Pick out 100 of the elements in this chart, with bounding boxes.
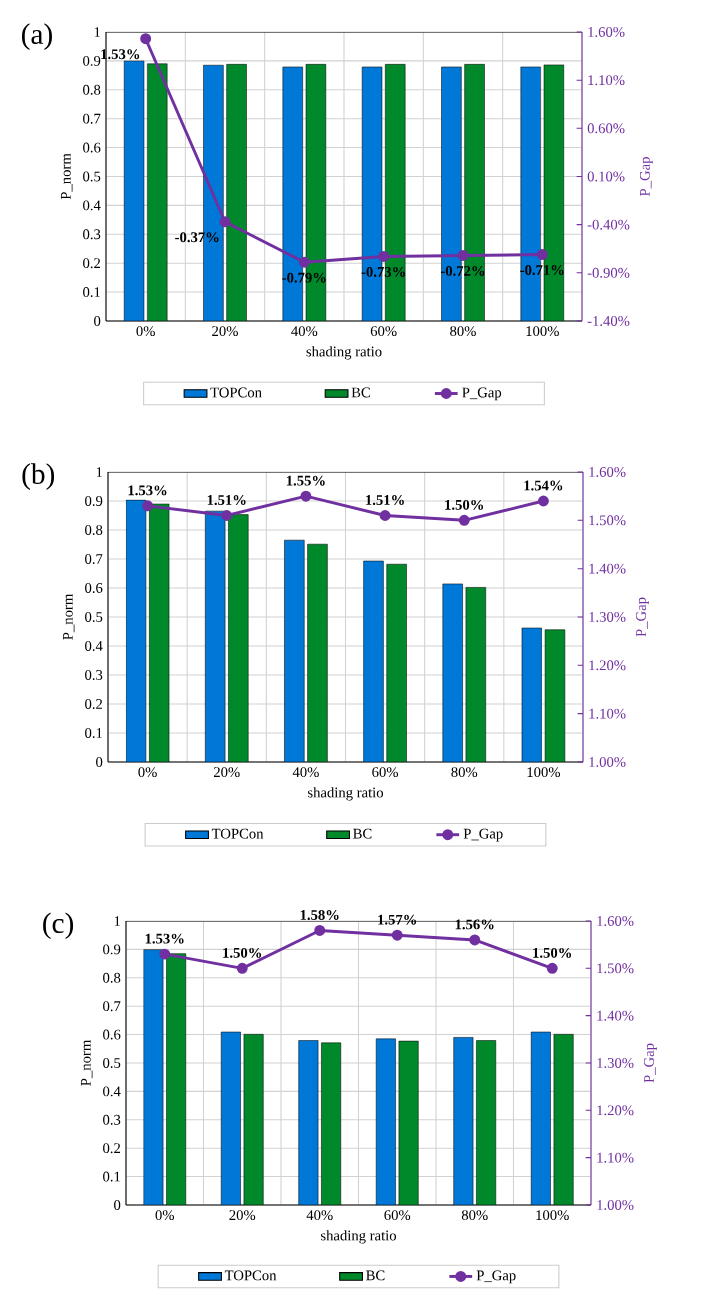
y-tick-label: 0 <box>94 316 101 326</box>
point <box>140 33 152 45</box>
chart-title: (c) <box>43 912 74 940</box>
data-label: -0.79% <box>282 272 326 283</box>
y-tick-label: 0.3 <box>83 229 101 240</box>
y-tick-label: 0.2 <box>85 699 103 709</box>
y2-axis-title: P_Gap <box>636 597 649 637</box>
y2-axis-title: P_Gap <box>639 157 653 197</box>
data-label: 1.58% <box>300 910 339 920</box>
y2-tick-label: 1.00% <box>597 1200 634 1210</box>
chart-title: (a) <box>21 23 52 50</box>
y-tick-label: 0 <box>96 757 103 767</box>
y-tick-label: 0.7 <box>83 113 101 124</box>
x-axis-title: shading ratio <box>308 787 384 801</box>
y-tick-label: 0.1 <box>83 287 100 298</box>
y-tick-label: 0 <box>114 1200 121 1210</box>
y2-tick-label: 1.50% <box>589 515 626 526</box>
point <box>298 256 310 268</box>
y-tick-label: 0.7 <box>85 554 103 564</box>
x-tick-label: 60% <box>372 767 399 778</box>
point <box>219 216 231 228</box>
y-tick-label: 0.9 <box>103 944 121 955</box>
y2-tick-label: 1.00% <box>589 757 626 767</box>
y-tick-label: 0.8 <box>103 972 121 983</box>
data-label: -0.71% <box>520 265 564 275</box>
y-tick-label: 0.3 <box>103 1114 121 1125</box>
point <box>546 962 558 974</box>
point <box>300 490 312 502</box>
data-label: -0.72% <box>440 265 485 276</box>
point <box>378 250 390 262</box>
y-tick-label: 0.8 <box>83 84 101 95</box>
x-tick-label: 40% <box>291 326 318 337</box>
y-tick-label: 0.1 <box>103 1171 120 1182</box>
y2-tick-label: 1.10% <box>597 1152 634 1163</box>
y-tick-label: 1 <box>96 467 102 477</box>
x-tick-label: 0% <box>138 767 157 778</box>
point <box>391 929 403 941</box>
point <box>469 934 481 946</box>
data-label: 1.56% <box>455 919 494 930</box>
y-tick-label: 0.6 <box>85 583 103 593</box>
y2-tick-label: 0.60% <box>587 123 625 134</box>
point <box>379 510 391 521</box>
point <box>314 924 326 936</box>
x-tick-label: 80% <box>451 767 478 778</box>
y-tick-label: 0.4 <box>85 641 103 651</box>
data-label: -0.73% <box>361 266 405 277</box>
y-tick-label: 1 <box>94 27 100 37</box>
y-tick-label: 0.7 <box>103 1001 121 1012</box>
x-tick-label: 80% <box>450 326 476 337</box>
y-tick-label: 0.5 <box>85 612 103 622</box>
legend-label: BC <box>351 387 370 398</box>
data-label: 1.50% <box>533 947 572 958</box>
y2-tick-label: 1.60% <box>588 27 625 37</box>
point <box>537 495 549 507</box>
x-tick-label: 40% <box>306 1210 333 1221</box>
legend-label: BC <box>353 828 372 839</box>
y-axis-title: P_norm <box>60 153 73 200</box>
y-axis-title: P_norm <box>62 594 75 640</box>
data-label: 1.55% <box>286 475 325 486</box>
y-tick-label: 0.3 <box>85 670 103 680</box>
y2-tick-label: -0.90% <box>587 267 630 278</box>
x-tick-label: 100% <box>526 326 559 337</box>
legend-label: TOPCon <box>224 1270 277 1281</box>
data-label: 1.50% <box>223 947 262 958</box>
y-tick-label: 0.9 <box>85 496 103 506</box>
x-axis-title: shading ratio <box>306 346 382 360</box>
x-tick-label: 20% <box>212 326 238 337</box>
legend-label: TOPCon <box>210 387 262 398</box>
x-tick-label: 0% <box>136 326 155 337</box>
y2-axis-title: P_Gap <box>644 1043 657 1083</box>
x-tick-label: 60% <box>370 326 397 337</box>
chart-title: (b) <box>22 463 55 490</box>
y2-tick-label: 1.60% <box>589 467 626 477</box>
y2-tick-label: 1.40% <box>589 563 626 574</box>
y2-tick-label: 1.50% <box>597 963 634 974</box>
data-label: 1.51% <box>366 495 404 506</box>
x-tick-label: 0% <box>155 1210 175 1221</box>
y2-tick-label: 1.20% <box>589 660 626 671</box>
x-tick-label: 80% <box>461 1210 488 1221</box>
y2-tick-label: 1.10% <box>588 75 625 86</box>
y2-tick-label: 0.10% <box>587 171 625 182</box>
x-tick-label: 100% <box>527 767 561 778</box>
point <box>458 514 470 526</box>
y-tick-label: 0.6 <box>83 142 101 153</box>
legend-label: P_Gap <box>476 1270 516 1284</box>
point <box>142 500 154 512</box>
x-tick-label: 100% <box>536 1210 569 1221</box>
y2-tick-label: -1.40% <box>587 316 630 326</box>
y-tick-label: 1 <box>114 916 120 926</box>
y2-tick-label: 1.10% <box>589 708 626 719</box>
y2-tick-label: 1.40% <box>597 1010 634 1021</box>
point <box>457 250 469 261</box>
point <box>221 510 233 521</box>
y-tick-label: 0.6 <box>103 1029 121 1040</box>
y2-tick-label: 1.60% <box>597 916 634 926</box>
x-tick-label: 20% <box>213 767 240 778</box>
y-tick-label: 0.5 <box>83 171 101 182</box>
y2-tick-label: 1.30% <box>597 1058 634 1068</box>
data-label: 1.53% <box>128 485 167 496</box>
point <box>159 948 171 960</box>
